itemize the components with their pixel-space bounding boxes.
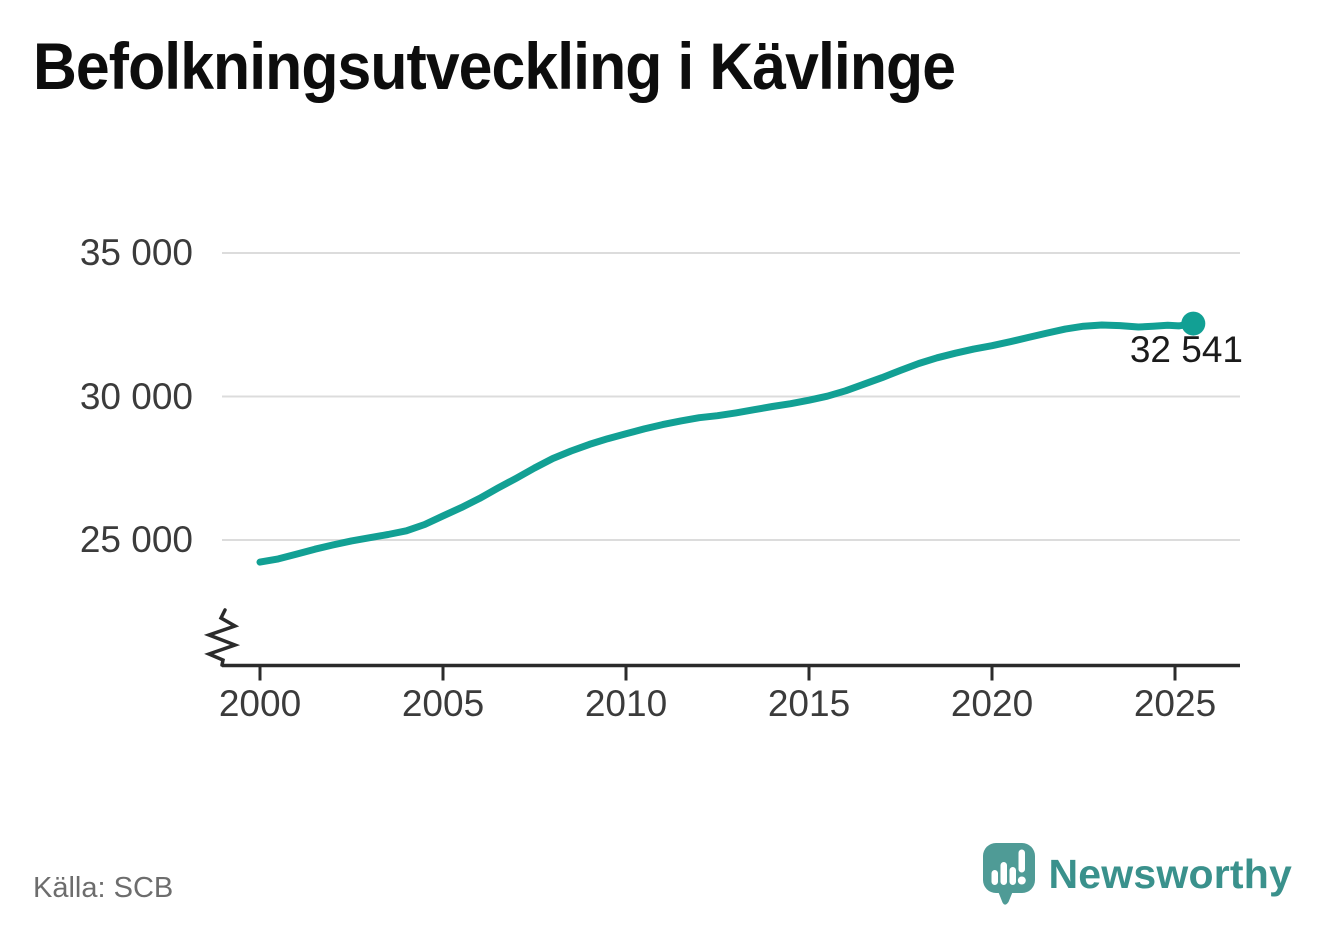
newsworthy-logo-text: Newsworthy (1048, 850, 1292, 897)
x-tick-label: 2025 (1133, 683, 1217, 724)
last-point-marker (1181, 311, 1206, 336)
axis-break-zigzag-icon (203, 608, 241, 667)
x-tick-label: 2005 (401, 683, 485, 724)
y-tick-label: 30 000 (79, 375, 193, 417)
x-tick-label: 2010 (584, 683, 668, 724)
source-label: Källa: SCB (33, 872, 174, 904)
newsworthy-speech-bubble-chart-icon (982, 843, 1035, 905)
y-tick-label: 35 000 (79, 232, 193, 273)
chart-title: Befolkningsutveckling i Kävlinge (33, 29, 956, 103)
last-value-label: 32 541 (1129, 329, 1243, 370)
x-tick-label: 2015 (767, 683, 851, 724)
y-tick-label: 25 000 (79, 519, 193, 560)
newsworthy-logo: Newsworthy (982, 842, 1293, 905)
x-tick-label: 2000 (218, 683, 302, 724)
population-line (256, 320, 1197, 566)
x-tick-label: 2020 (950, 683, 1034, 724)
